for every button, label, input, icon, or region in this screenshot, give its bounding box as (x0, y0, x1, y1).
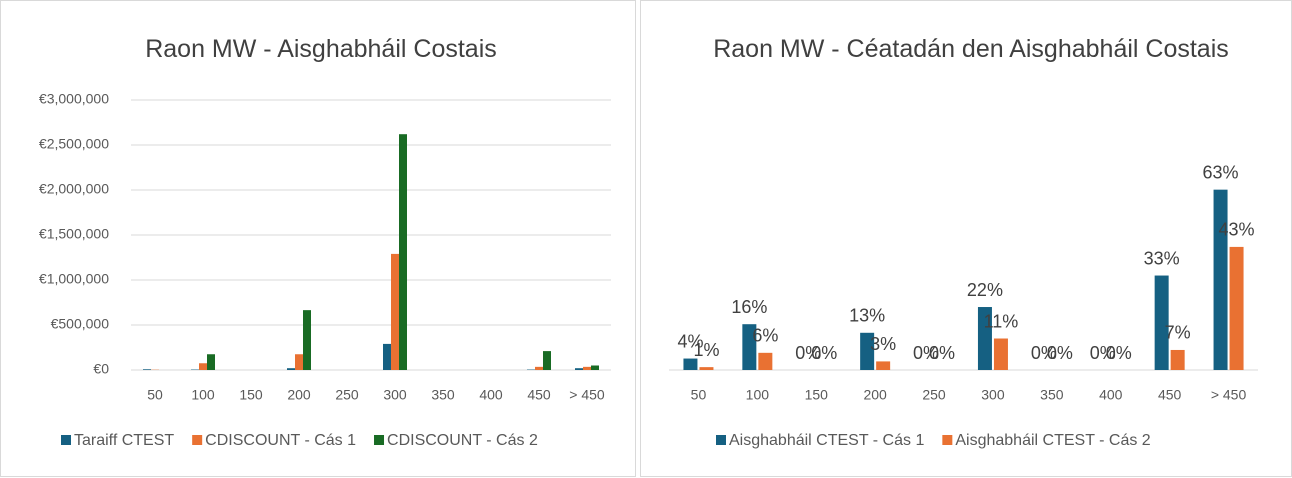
x-tick-label: 400 (1099, 387, 1123, 403)
data-label: 16% (731, 297, 767, 317)
data-label: 13% (849, 306, 885, 326)
bar (699, 367, 713, 370)
chart: €0 €500,000 €1,000,000 €1,500,000 €2,000,000… (1, 1, 637, 478)
x-tick-label: 100 (191, 387, 215, 403)
bar (575, 368, 583, 370)
data-label: 3% (870, 334, 896, 354)
x-tick-label: 450 (1158, 387, 1182, 403)
bar (383, 344, 391, 370)
x-tick-label: 300 (981, 387, 1005, 403)
y-tick-label: €500,000 (51, 316, 110, 332)
x-tick-label: 250 (922, 387, 946, 403)
data-label: 6% (752, 326, 778, 346)
data-label: 0% (929, 343, 955, 363)
legend-label: Aisghabháil CTEST - Cás 1 (729, 432, 924, 449)
chart: 504%1%10016%6%1500%0%20013%3%2500%0%3002… (641, 1, 1292, 478)
bar (758, 353, 772, 370)
bar (399, 134, 407, 370)
x-tick-label: 350 (1040, 387, 1064, 403)
bar (1171, 350, 1185, 370)
y-tick-label: €1,500,000 (39, 226, 109, 242)
data-label: 43% (1219, 220, 1255, 240)
data-label: 0% (1106, 343, 1132, 363)
y-tick-label: €2,500,000 (39, 136, 109, 152)
data-label: 0% (811, 343, 837, 363)
legend-label: Taraiff CTEST (74, 432, 174, 449)
bar (583, 367, 591, 370)
bar (207, 354, 215, 370)
legend-swatch (374, 435, 384, 445)
data-label: 11% (984, 311, 1019, 331)
x-tick-label: > 450 (569, 387, 605, 403)
x-tick-label: > 450 (1211, 387, 1247, 403)
x-tick-label: 350 (431, 387, 455, 403)
data-label: 22% (967, 280, 1003, 300)
bar (199, 363, 207, 370)
bar (994, 339, 1008, 370)
x-tick-label: 150 (239, 387, 263, 403)
x-tick-label: 100 (746, 387, 770, 403)
legend-swatch (192, 435, 202, 445)
chart-panel: Raon MW - Céatadán den Aisghabháil Costa… (640, 0, 1292, 477)
bar (591, 366, 599, 371)
y-tick-label: €0 (93, 361, 109, 377)
legend-label: CDISCOUNT - Cás 1 (205, 432, 356, 449)
legend-swatch (942, 435, 952, 445)
bar (1230, 247, 1244, 370)
chart-panel: Raon MW - Aisghabháil Costais €0€500,000… (0, 0, 636, 477)
data-label: 63% (1203, 162, 1239, 182)
legend-label: CDISCOUNT - Cás 2 (387, 432, 538, 449)
legend-swatch (61, 435, 71, 445)
bar (535, 367, 543, 370)
bar (543, 351, 551, 370)
x-tick-label: 400 (479, 387, 503, 403)
x-tick-label: 250 (335, 387, 359, 403)
x-tick-label: 200 (287, 387, 311, 403)
legend-label: Aisghabháil CTEST - Cás 2 (955, 432, 1150, 449)
y-tick-label: €2,000,000 (39, 181, 109, 197)
y-tick-label: €1,000,000 (39, 271, 109, 287)
bar (143, 369, 151, 370)
bar (303, 310, 311, 370)
y-tick-label: €3,000,000 (39, 91, 109, 107)
bar (683, 359, 697, 370)
x-tick-label: 200 (863, 387, 887, 403)
data-label: 33% (1144, 248, 1180, 268)
x-tick-label: 50 (147, 387, 163, 403)
x-tick-label: 300 (383, 387, 407, 403)
legend-swatch (716, 435, 726, 445)
bar (391, 254, 399, 370)
bar (295, 354, 303, 370)
bar (1214, 190, 1228, 370)
x-tick-label: 450 (527, 387, 551, 403)
data-label: 7% (1165, 323, 1191, 343)
data-label: 1% (693, 340, 719, 360)
x-tick-label: 50 (691, 387, 707, 403)
bar (876, 361, 890, 370)
data-label: 0% (1047, 343, 1073, 363)
x-tick-label: 150 (805, 387, 829, 403)
bar (287, 368, 295, 370)
